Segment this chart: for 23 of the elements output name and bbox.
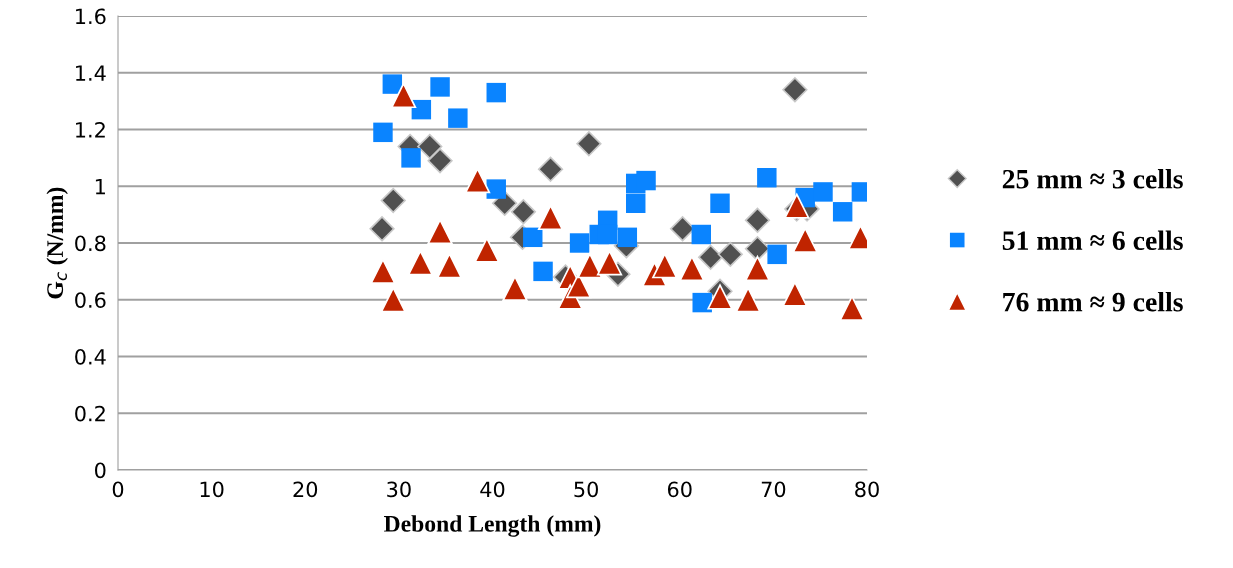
y-tick-label: 0.2 [75, 405, 105, 422]
legend-label: 76 mm ≈ 9 cells [1003, 291, 1183, 312]
x-axis-title: Debond Length (mm) [384, 515, 601, 537]
x-tick-label: 40 [480, 481, 505, 498]
x-tick-label: 80 [855, 481, 879, 498]
x-tick-label: 50 [574, 481, 598, 498]
y-tick-label: 1.2 [76, 121, 105, 138]
y-tick-label: 0 [95, 462, 106, 479]
y-tick-label: 1.6 [76, 8, 106, 25]
y-tick-label: 0.8 [75, 235, 106, 252]
x-tick-label: 0 [112, 481, 124, 498]
x-tick-label: 70 [761, 481, 786, 498]
y-tick-label: 1.4 [76, 65, 106, 81]
y-tick-label: 0.4 [75, 348, 106, 365]
y-axis-title: G$_{c}$ (N/mm) [46, 187, 68, 299]
x-tick-label: 10 [200, 481, 224, 498]
legend-label: 25 mm ≈ 3 cells [1002, 169, 1183, 189]
y-tick-label: 1 [95, 178, 105, 195]
y-tick-label: 0.6 [75, 292, 106, 308]
x-tick-label: 60 [667, 481, 692, 498]
x-tick-label: 30 [387, 481, 411, 498]
x-tick-label: 20 [293, 481, 318, 498]
legend-label: 51 mm ≈ 6 cells [1002, 230, 1183, 251]
